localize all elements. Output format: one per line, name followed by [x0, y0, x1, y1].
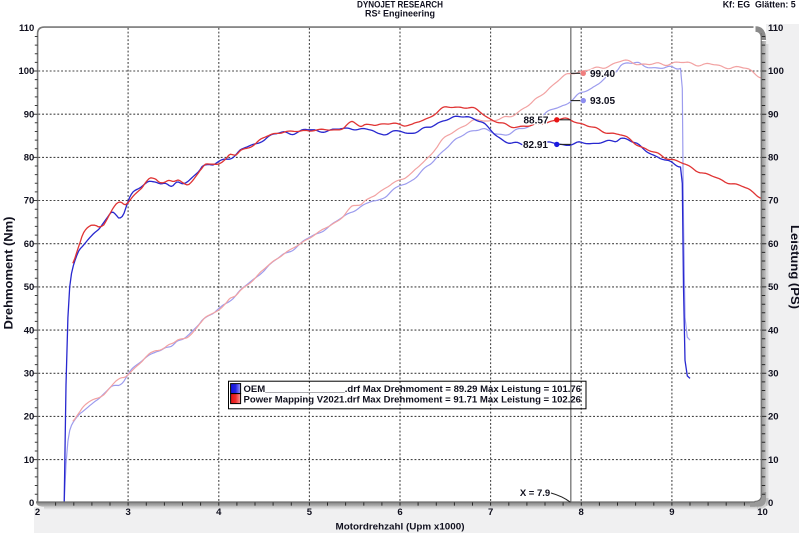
svg-text:90: 90: [768, 109, 779, 120]
svg-text:10: 10: [757, 507, 768, 518]
svg-text:60: 60: [24, 239, 35, 250]
svg-text:Motordrehzahl (Upm x1000): Motordrehzahl (Upm x1000): [336, 522, 465, 533]
svg-text:20: 20: [24, 412, 35, 423]
svg-text:10: 10: [24, 455, 35, 466]
svg-text:30: 30: [768, 369, 779, 380]
svg-text:Drehmoment (Nm): Drehmoment (Nm): [2, 216, 16, 329]
svg-text:88.57: 88.57: [523, 115, 548, 126]
svg-text:8: 8: [579, 507, 584, 518]
svg-text:80: 80: [768, 153, 779, 164]
svg-text:90: 90: [24, 109, 35, 120]
svg-text:4: 4: [216, 507, 222, 518]
svg-text:OEM_______________.drf Max Dre: OEM_______________.drf Max Drehmoment = …: [244, 384, 582, 394]
svg-text:6: 6: [397, 507, 402, 518]
svg-text:Kf: EG Glätten: 5: Kf: EG Glätten: 5: [723, 0, 796, 9]
svg-text:60: 60: [768, 239, 779, 250]
svg-text:9: 9: [669, 507, 674, 518]
svg-text:RS² Engineering: RS² Engineering: [365, 9, 435, 19]
svg-text:99.40: 99.40: [590, 69, 615, 80]
svg-text:0: 0: [29, 498, 34, 509]
svg-text:40: 40: [24, 325, 35, 336]
svg-text:50: 50: [768, 282, 779, 293]
svg-text:0: 0: [768, 498, 773, 509]
svg-text:X = 7.9: X = 7.9: [520, 488, 550, 499]
svg-text:Power Mapping V2021.drf Max Dr: Power Mapping V2021.drf Max Drehmoment =…: [244, 394, 582, 404]
svg-text:3: 3: [125, 507, 130, 518]
svg-text:110: 110: [19, 23, 34, 34]
svg-text:50: 50: [24, 282, 35, 293]
svg-text:80: 80: [24, 153, 35, 164]
svg-text:100: 100: [18, 66, 34, 77]
svg-text:70: 70: [768, 196, 779, 207]
svg-text:100: 100: [768, 66, 784, 77]
svg-text:10: 10: [768, 455, 779, 466]
svg-text:93.05: 93.05: [590, 96, 615, 107]
svg-text:40: 40: [768, 325, 779, 336]
svg-text:Leistung (PS): Leistung (PS): [788, 225, 799, 309]
svg-text:20: 20: [768, 412, 779, 423]
svg-text:30: 30: [24, 369, 35, 380]
svg-text:2: 2: [35, 507, 40, 518]
svg-text:70: 70: [24, 196, 35, 207]
svg-text:110: 110: [768, 23, 783, 34]
svg-text:82.91: 82.91: [523, 140, 548, 151]
svg-text:5: 5: [307, 507, 313, 518]
svg-text:DYNOJET RESEARCH: DYNOJET RESEARCH: [357, 0, 443, 9]
svg-text:7: 7: [488, 507, 493, 518]
